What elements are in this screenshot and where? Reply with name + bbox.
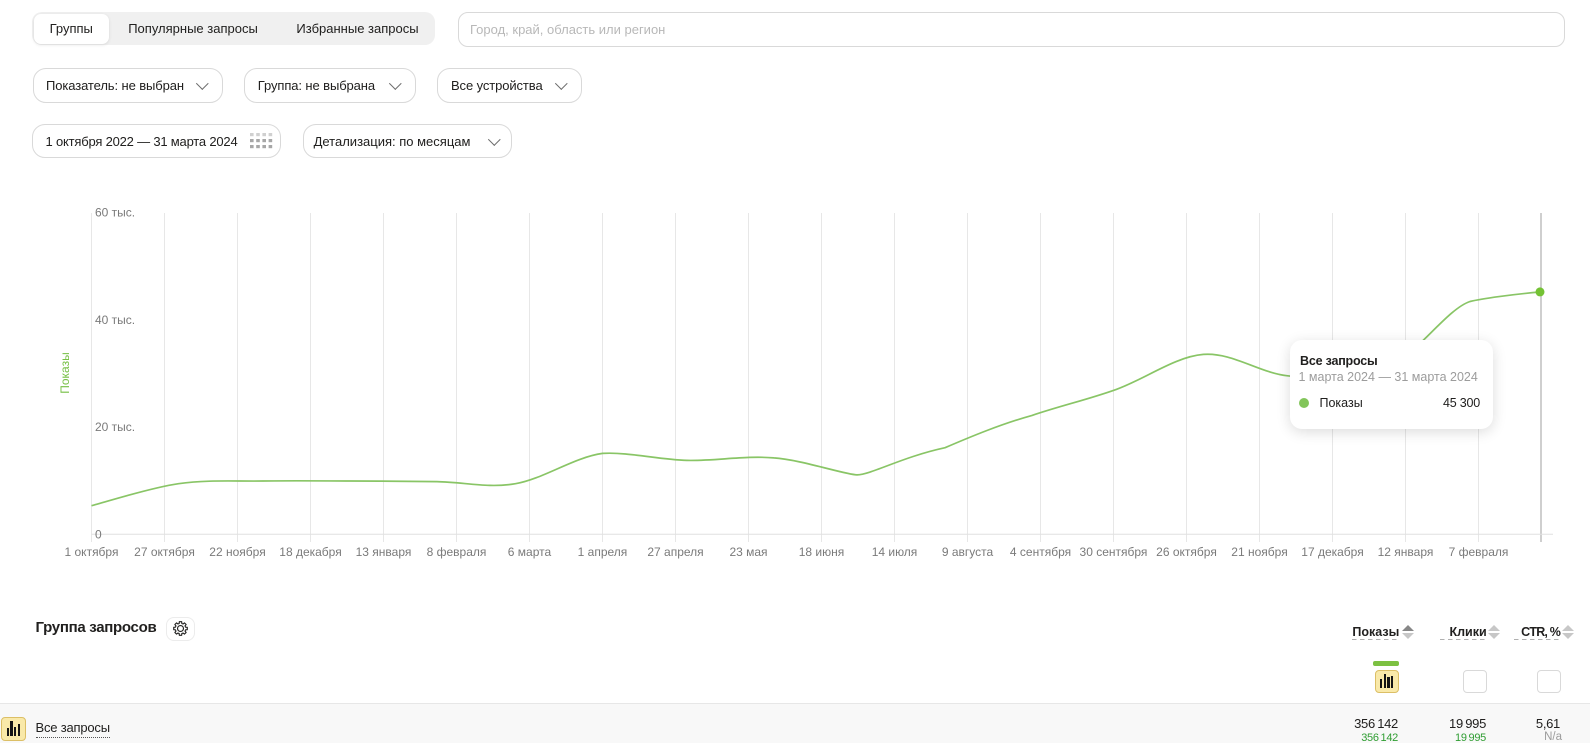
- svg-text:22 ноября: 22 ноября: [209, 545, 265, 559]
- svg-text:6 марта: 6 марта: [508, 545, 552, 559]
- svg-text:40 тыс.: 40 тыс.: [95, 313, 135, 327]
- svg-text:0: 0: [95, 527, 102, 541]
- svg-text:27 апреля: 27 апреля: [647, 545, 703, 559]
- svg-text:27 октября: 27 октября: [134, 545, 195, 559]
- svg-text:1 апреля: 1 апреля: [578, 545, 628, 559]
- svg-text:7 февраля: 7 февраля: [1449, 545, 1509, 559]
- svg-text:9 августа: 9 августа: [942, 545, 994, 559]
- svg-text:17 декабря: 17 декабря: [1301, 545, 1363, 559]
- svg-text:18 июня: 18 июня: [799, 545, 845, 559]
- svg-text:20 тыс.: 20 тыс.: [95, 420, 135, 434]
- svg-text:26 октября: 26 октября: [1156, 545, 1217, 559]
- svg-text:8 февраля: 8 февраля: [427, 545, 487, 559]
- svg-text:14 июля: 14 июля: [872, 545, 918, 559]
- svg-text:21 ноября: 21 ноября: [1231, 545, 1287, 559]
- svg-text:13 января: 13 января: [356, 545, 412, 559]
- svg-text:12 января: 12 января: [1378, 545, 1434, 559]
- svg-text:18 декабря: 18 декабря: [279, 545, 341, 559]
- svg-text:1 октября: 1 октября: [65, 545, 119, 559]
- svg-text:Показы: Показы: [58, 352, 72, 393]
- svg-text:60 тыс.: 60 тыс.: [95, 206, 135, 220]
- svg-text:23 мая: 23 мая: [729, 545, 767, 559]
- svg-text:30 сентября: 30 сентября: [1080, 545, 1148, 559]
- svg-text:4 сентября: 4 сентября: [1010, 545, 1071, 559]
